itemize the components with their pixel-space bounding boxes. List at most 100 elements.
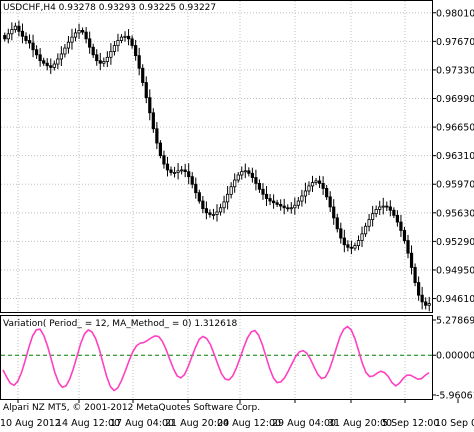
candle-body <box>229 186 233 195</box>
candle-body <box>417 282 421 296</box>
candle-body <box>144 82 148 99</box>
candle-body <box>35 49 39 56</box>
x-tick-label: 21 Aug 20:00 <box>165 418 229 429</box>
x-tick-label: 17 Aug 04:00 <box>110 418 174 429</box>
candle-body <box>342 237 346 246</box>
candle-body <box>56 58 60 65</box>
y-tick-label: 0.97670 <box>436 37 474 48</box>
candle-body <box>180 169 184 172</box>
candle-body <box>155 128 159 144</box>
candle-body <box>374 209 378 215</box>
candle-body <box>289 207 293 210</box>
candle-body <box>59 53 63 60</box>
indicator-header: Variation( Period_ = 12, MA_Method_ = 0)… <box>3 319 238 329</box>
candle-body <box>392 209 396 216</box>
candle-body <box>226 193 230 203</box>
candle-body <box>80 30 85 33</box>
candle-body <box>109 51 113 58</box>
x-tick-label: 10 Sep 04:00 <box>435 418 474 429</box>
candle-body <box>190 176 194 185</box>
candle-body <box>215 211 219 215</box>
copyright-text: Alpari NZ MT5, © 2001-2012 MetaQuotes So… <box>3 403 260 413</box>
candle-body <box>293 204 297 209</box>
candle-body <box>13 25 17 30</box>
candle-body <box>88 38 92 48</box>
candle-body <box>204 208 208 214</box>
candle-body <box>424 301 428 306</box>
candle-body <box>169 169 173 173</box>
candle-body <box>63 47 67 55</box>
candle-body <box>399 221 403 231</box>
candle-body <box>148 97 152 114</box>
candle-body <box>10 29 14 35</box>
candle-body <box>84 31 88 40</box>
candle-body <box>243 170 247 173</box>
x-tick-label: 31 Aug 20:00 <box>328 418 392 429</box>
candle-body <box>381 205 385 208</box>
candle-body <box>413 267 417 283</box>
candle-body <box>307 185 311 192</box>
candle-body <box>339 228 343 239</box>
candle-body <box>367 219 371 227</box>
candle-body <box>332 206 336 219</box>
candle-body <box>335 217 339 230</box>
candle-body <box>388 206 392 211</box>
candle-body <box>395 214 399 223</box>
candle-body <box>321 182 325 189</box>
indicator-y-tick-label: 5.278695 <box>436 316 474 327</box>
candle-body <box>45 62 49 67</box>
candle-body <box>353 245 357 249</box>
candle-body <box>325 188 329 198</box>
candle-body <box>378 206 382 210</box>
y-tick-label: 0.96310 <box>436 151 474 162</box>
candle-body <box>303 190 308 197</box>
candle-body <box>197 192 201 202</box>
candle-body <box>257 182 262 190</box>
candle-body <box>254 177 258 184</box>
candle-body <box>130 38 134 46</box>
candle-body <box>360 233 364 241</box>
y-tick-label: 0.98010 <box>436 8 474 19</box>
candle-body <box>371 213 375 220</box>
candle-body <box>52 63 56 68</box>
candle-body <box>286 207 290 210</box>
candle-body <box>112 45 117 52</box>
candle-body <box>38 54 42 62</box>
candlestick-series <box>3 20 431 312</box>
candle-body <box>176 170 180 173</box>
candle-body <box>328 196 332 208</box>
y-tick-label: 0.95290 <box>436 237 474 248</box>
candle-body <box>427 303 431 306</box>
candle-body <box>66 41 71 49</box>
candle-body <box>268 198 272 202</box>
indicator-y-tick-label: -5.960611 <box>436 391 474 402</box>
candle-body <box>73 32 78 38</box>
candle-body <box>409 252 414 268</box>
y-tick-label: 0.94950 <box>436 265 474 276</box>
candle-body <box>70 36 74 43</box>
candle-body <box>201 200 205 210</box>
candle-body <box>77 30 81 34</box>
candle-body <box>105 56 109 62</box>
y-tick-label: 0.97330 <box>436 65 474 76</box>
candle-body <box>402 230 407 241</box>
candle-body <box>385 205 389 208</box>
candle-body <box>141 67 145 83</box>
candle-body <box>31 42 35 51</box>
candle-body <box>102 61 106 64</box>
x-tick-label: 29 Aug 04:00 <box>272 418 336 429</box>
candle-body <box>162 155 166 165</box>
x-tick-label: 24 Aug 12:00 <box>217 418 281 429</box>
candle-body <box>17 25 21 32</box>
y-tick-label: 0.95970 <box>436 180 474 191</box>
candle-body <box>126 35 131 40</box>
variation-line <box>2 325 430 392</box>
candle-body <box>275 202 279 205</box>
candle-body <box>282 205 286 209</box>
candle-body <box>349 246 354 249</box>
candle-body <box>20 30 25 37</box>
grid <box>1 1 432 399</box>
candle-body <box>222 201 226 209</box>
candle-body <box>172 172 177 174</box>
